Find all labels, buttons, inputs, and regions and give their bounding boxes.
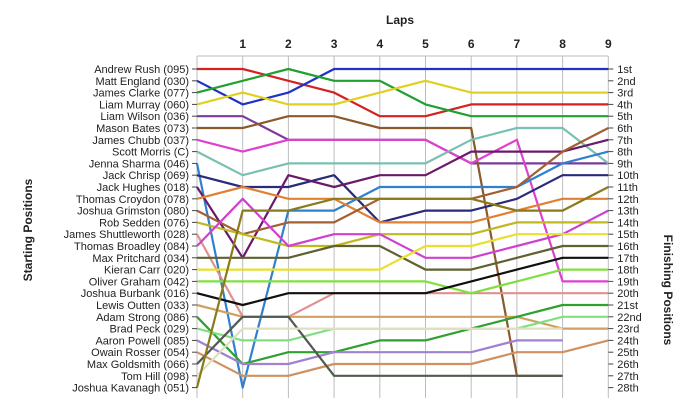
series-line: [196, 339, 563, 366]
start-label: Max Pritchard (034): [92, 253, 189, 265]
series-line: [196, 126, 609, 177]
series-line: [196, 67, 609, 118]
x-tick-label: 1: [239, 37, 246, 51]
finish-label: 17th: [617, 253, 638, 265]
finish-label: 8th: [617, 147, 632, 159]
finish-label: 20th: [617, 288, 638, 300]
finish-label: 28th: [617, 383, 638, 395]
x-tick-label: 4: [376, 37, 383, 51]
start-label: Max Goldsmith (066): [87, 359, 189, 371]
start-label: Owain Rosser (054): [91, 347, 189, 359]
x-tick-label: 2: [285, 37, 292, 51]
start-label: Jenna Sharma (046): [89, 158, 189, 170]
series-line: [196, 339, 609, 377]
x-tick-label: 8: [559, 37, 566, 51]
finish-label: 15th: [617, 229, 638, 241]
start-label: Brad Peck (029): [110, 324, 189, 336]
finish-label: 25th: [617, 347, 638, 359]
finish-label: 21st: [617, 300, 638, 312]
x-tick-label: 6: [468, 37, 475, 51]
start-label: Joshua Kavanagh (051): [72, 383, 189, 395]
x-tick-label: 3: [331, 37, 338, 51]
finish-label: 3rd: [617, 88, 633, 100]
finish-label: 7th: [617, 135, 632, 147]
finish-label: 5th: [617, 111, 632, 123]
series-line: [196, 138, 609, 259]
series-line: [196, 174, 609, 224]
series-line: [195, 186, 609, 388]
start-label: James Clarke (077): [93, 88, 189, 100]
x-tick-label: 7: [514, 37, 521, 51]
start-label: Scott Morris (C): [112, 147, 189, 159]
start-label: Liam Murray (060): [99, 99, 189, 111]
series-line: [196, 79, 609, 106]
start-label: Liam Wilson (036): [100, 111, 189, 123]
finish-label: 24th: [617, 335, 638, 347]
start-label: Aaron Powell (085): [95, 335, 189, 347]
series-line: [197, 268, 609, 295]
finish-label: 12th: [617, 194, 638, 206]
finish-label: 26th: [617, 359, 638, 371]
start-label: Tom Hill (098): [121, 371, 189, 383]
start-label: Lewis Outten (033): [96, 300, 189, 312]
series-line: [196, 185, 609, 224]
start-label: Joshua Burbank (016): [81, 288, 189, 300]
finish-label: 13th: [617, 206, 638, 218]
series-line: [196, 256, 609, 307]
starting-position-labels: Andrew Rush (095)Matt England (030)James…: [64, 64, 197, 395]
finish-label: 27th: [617, 371, 638, 383]
x-tick-label: 5: [422, 37, 429, 51]
start-label: James Shuttleworth (028): [64, 229, 189, 241]
series-line: [196, 221, 609, 248]
series-line: [196, 303, 609, 366]
finish-label: 22nd: [617, 312, 641, 324]
finish-label: 4th: [617, 99, 632, 111]
start-label: Rob Sedden (076): [99, 217, 189, 229]
start-label: Thomas Croydon (078): [76, 194, 189, 206]
finish-label: 11th: [617, 182, 638, 194]
x-tick-label: 9: [605, 37, 612, 51]
start-label: James Chubb (037): [92, 135, 189, 147]
start-label: Mason Bates (073): [96, 123, 189, 135]
start-label: Andrew Rush (095): [94, 64, 189, 76]
series-line: [196, 127, 609, 236]
finish-label: 18th: [617, 265, 638, 277]
series-line: [197, 233, 609, 271]
finishing-position-labels: 1st2nd3rd4th5th6th7th8th9th10th11th12th1…: [608, 64, 642, 395]
finish-label: 23rd: [617, 324, 639, 336]
start-label: Kieran Carr (020): [104, 265, 189, 277]
finish-label: 14th: [617, 217, 638, 229]
finish-label: 10th: [617, 170, 638, 182]
x-tick-labels: 1 2 3 4 5 6 7 8 9: [239, 37, 612, 51]
start-label: Oliver Graham (042): [89, 276, 189, 288]
right-axis-label: Finishing Positions: [661, 235, 675, 346]
start-label: Adam Strong (086): [96, 312, 189, 324]
series-line: [196, 315, 563, 377]
series-line: [196, 327, 563, 377]
finish-label: 16th: [617, 241, 638, 253]
start-label: Jack Chrisp (069): [103, 170, 189, 182]
start-label: Thomas Broadley (084): [74, 241, 189, 253]
finish-label: 9th: [617, 158, 632, 170]
series-line: [196, 197, 609, 259]
finish-label: 19th: [617, 276, 638, 288]
start-label: Joshua Grimston (080): [77, 206, 189, 218]
start-label: Jack Hughes (018): [97, 182, 189, 194]
series-lines: [195, 67, 609, 389]
finish-label: 2nd: [617, 76, 635, 88]
finish-label: 6th: [617, 123, 632, 135]
start-label: Matt England (030): [95, 76, 189, 88]
finish-label: 1st: [617, 64, 632, 76]
chart-title: Laps: [386, 13, 414, 27]
left-axis-label: Starting Positions: [21, 178, 35, 281]
